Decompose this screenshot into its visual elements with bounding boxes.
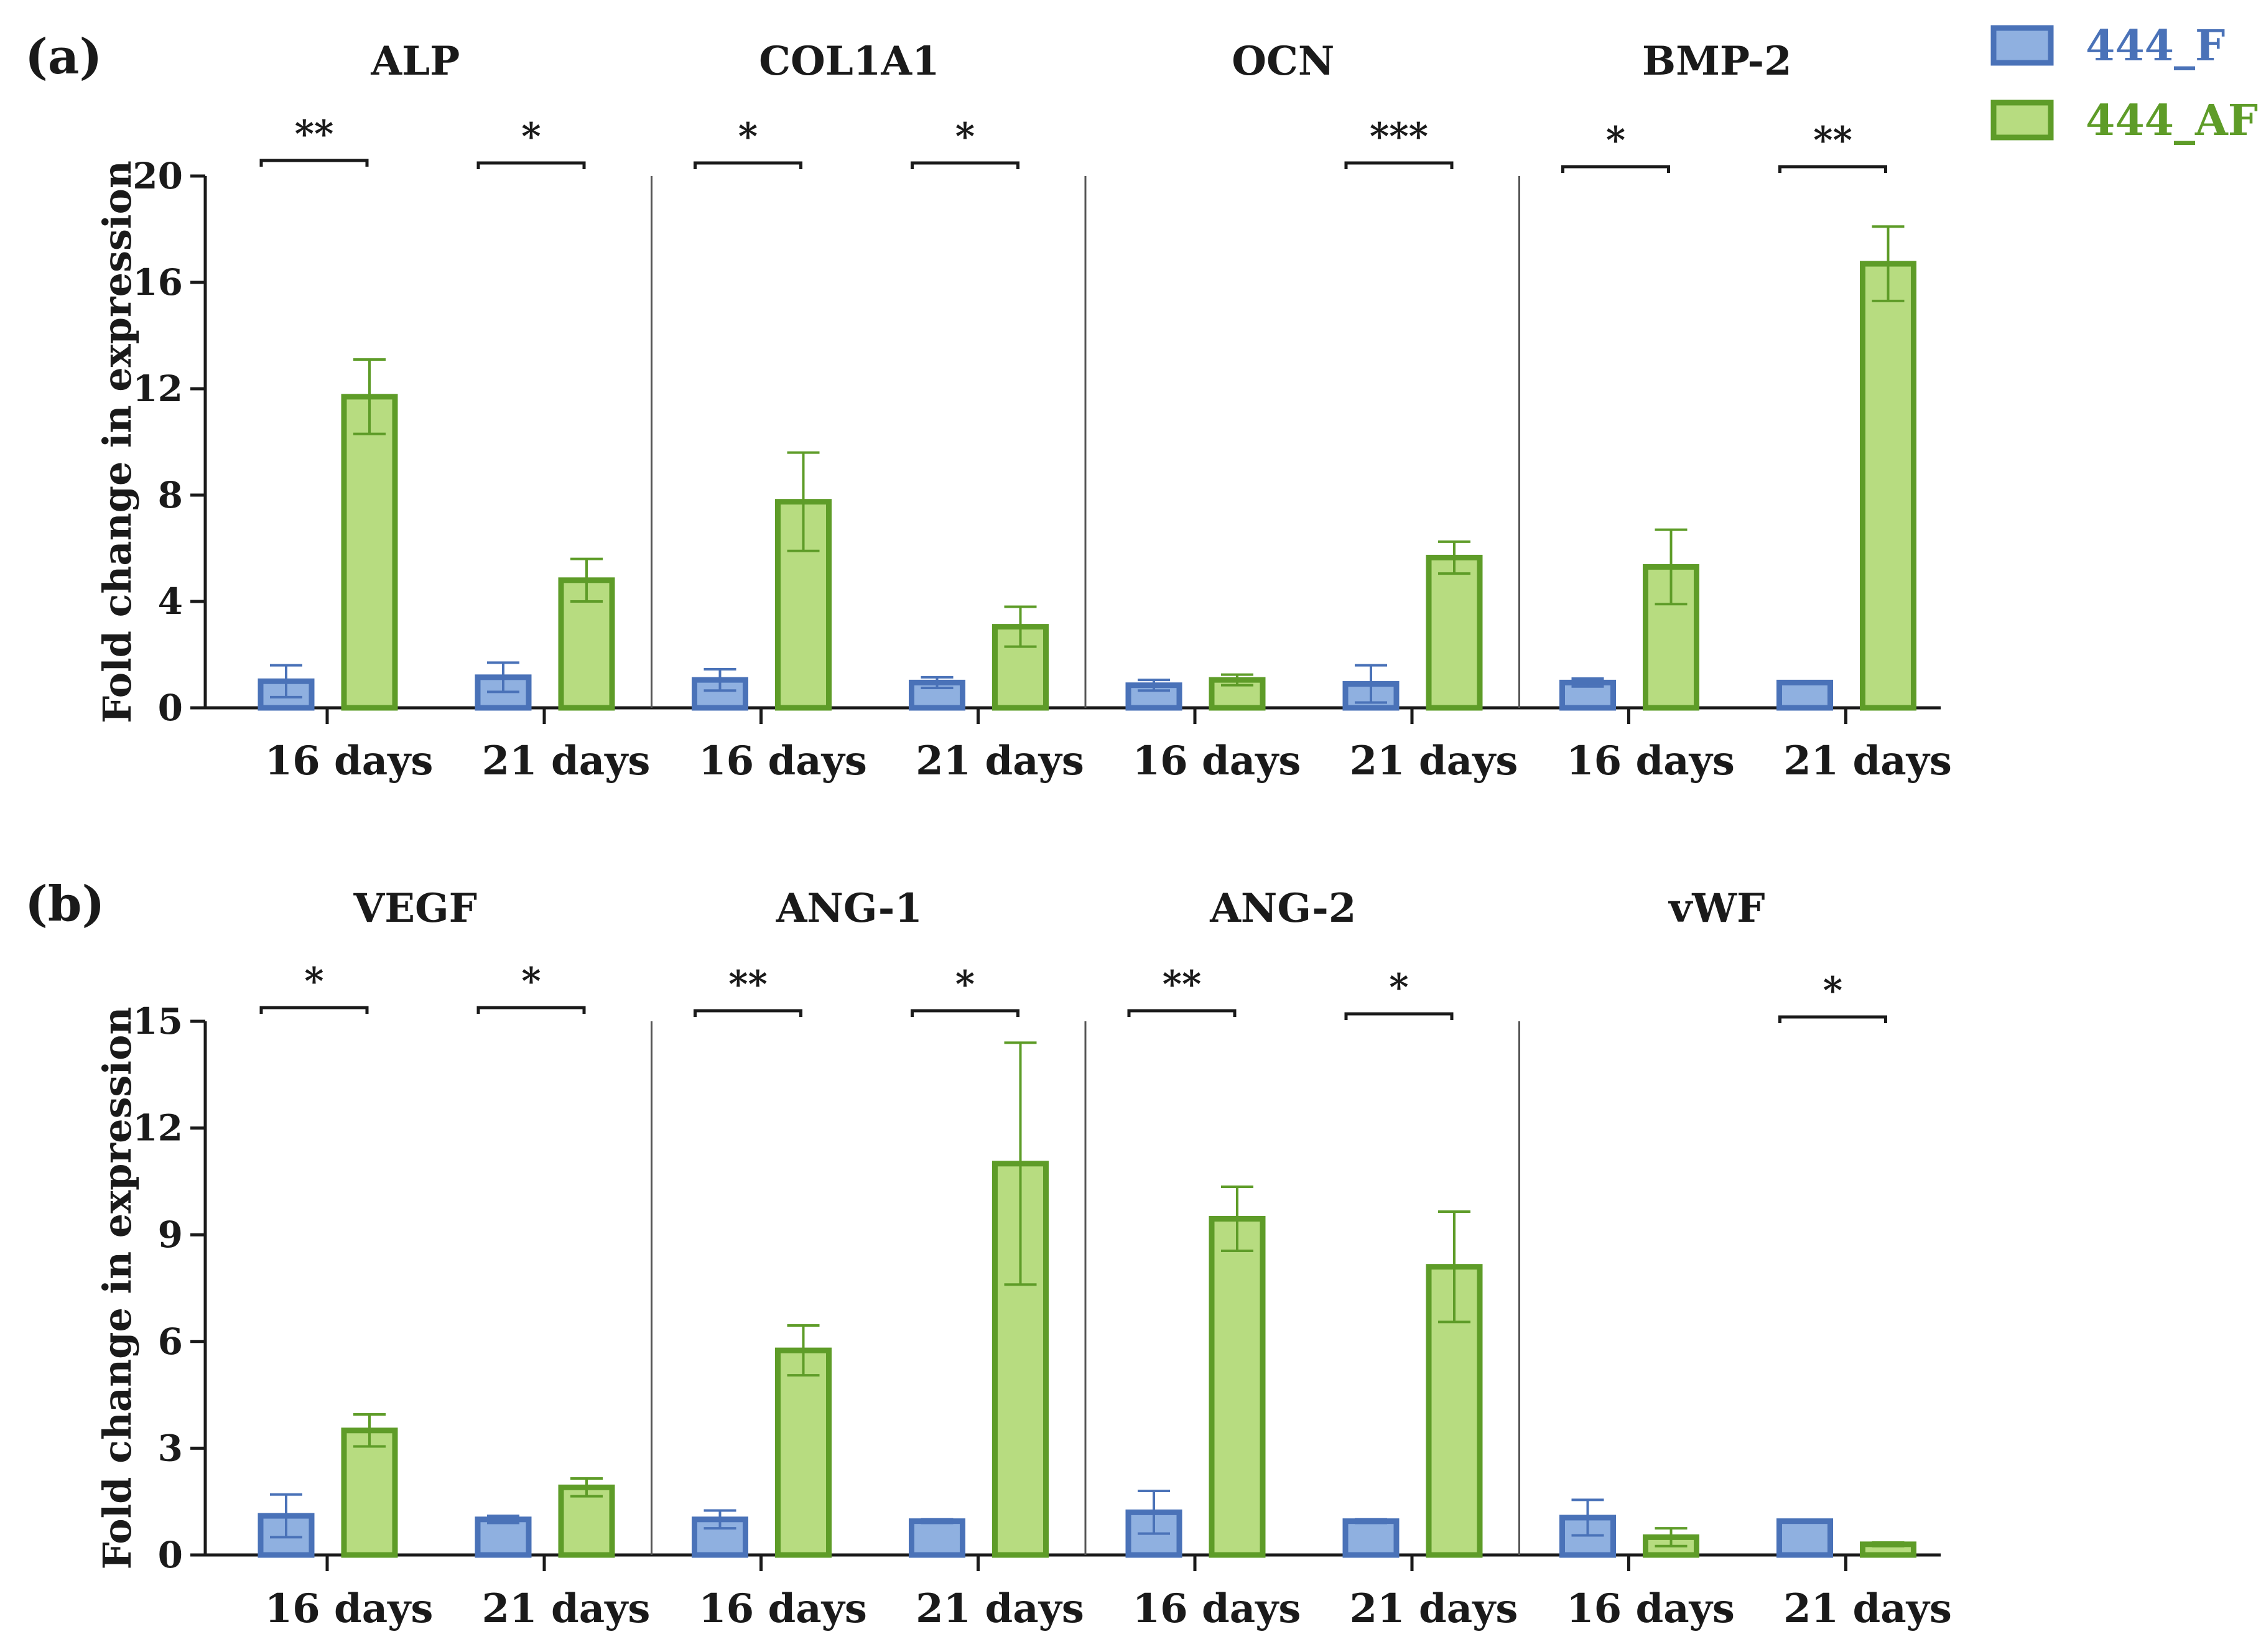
panel-label: (b) <box>25 876 104 932</box>
x-tick-label: 21 days <box>916 1585 1084 1632</box>
gene-title-COL1A1: COL1A1 <box>759 38 939 85</box>
significance-bracket <box>1344 161 1454 169</box>
x-tick-label: 16 days <box>1566 738 1735 784</box>
significance-mark: * <box>521 960 541 1003</box>
significance-bracket <box>1778 1015 1887 1023</box>
significance-bracket <box>694 161 802 169</box>
y-tick-label: 12 <box>132 368 183 410</box>
gene-title-BMP-2: BMP-2 <box>1642 38 1792 85</box>
y-tick-label: 20 <box>132 155 183 197</box>
gene-title-vWF: vWF <box>1668 885 1765 932</box>
legend-swatch-444_F <box>1990 25 2054 66</box>
x-tick-label: 16 days <box>265 738 434 784</box>
bar-444_F <box>1342 1518 1400 1558</box>
significance-bracket <box>259 1006 369 1014</box>
legend-label-444_F: 444_F <box>2086 21 2225 71</box>
panel-label: (a) <box>25 29 102 85</box>
y-tick-label: 8 <box>158 474 183 516</box>
x-tick-label: 21 days <box>482 738 651 784</box>
significance-bracket <box>911 1009 1019 1017</box>
bar-444_AF <box>1860 261 1916 711</box>
bar-444_AF <box>1426 554 1483 711</box>
gene-title-OCN: OCN <box>1232 38 1334 85</box>
x-tick-label: 16 days <box>1133 1585 1301 1632</box>
x-tick-label: 16 days <box>1133 738 1301 784</box>
significance-bracket <box>911 161 1019 169</box>
bar-444_F <box>1776 679 1833 711</box>
significance-mark: *** <box>1370 115 1428 159</box>
gene-title-ANG-2: ANG-2 <box>1209 885 1356 932</box>
gene-title-ANG-1: ANG-1 <box>776 885 922 932</box>
bar-444_AF <box>341 394 398 711</box>
significance-mark: * <box>955 963 975 1006</box>
significance-bracket <box>259 159 369 167</box>
significance-mark: * <box>1389 966 1408 1009</box>
y-axis-label: Fold change in expression <box>95 160 140 723</box>
bar-444_F <box>475 1516 532 1558</box>
y-tick-label: 15 <box>132 1000 183 1042</box>
x-tick-label: 21 days <box>1350 738 1518 784</box>
y-tick-label: 0 <box>158 1534 183 1576</box>
bar-444_F <box>909 1518 965 1558</box>
significance-bracket <box>476 1006 586 1014</box>
x-tick-label: 16 days <box>699 738 867 784</box>
significance-mark: ** <box>1163 963 1202 1006</box>
x-tick-label: 21 days <box>482 1585 651 1632</box>
y-tick-label: 0 <box>158 687 183 729</box>
y-tick-label: 4 <box>158 580 183 623</box>
significance-bracket <box>1127 1009 1237 1017</box>
gene-title-VEGF: VEGF <box>353 885 478 932</box>
y-tick-label: 3 <box>158 1427 183 1469</box>
legend-label-444_AF: 444_AF <box>2086 96 2258 146</box>
y-tick-label: 6 <box>158 1320 183 1363</box>
significance-mark: ** <box>1813 119 1852 162</box>
significance-bracket <box>1344 1012 1454 1020</box>
significance-bracket <box>476 161 586 169</box>
significance-mark: * <box>738 115 758 159</box>
significance-mark: ** <box>295 113 334 156</box>
x-tick-label: 16 days <box>699 1585 867 1632</box>
bar-444_AF <box>558 1484 615 1558</box>
bar-444_AF <box>341 1427 398 1558</box>
x-tick-label: 16 days <box>265 1585 434 1632</box>
y-tick-label: 12 <box>132 1107 183 1149</box>
significance-mark: * <box>955 115 975 159</box>
bar-444_AF <box>1209 1215 1266 1558</box>
x-tick-label: 21 days <box>1783 1585 1952 1632</box>
x-tick-label: 21 days <box>1350 1585 1518 1632</box>
legend: 444_F 444_AF <box>1990 21 2258 146</box>
y-tick-label: 9 <box>158 1213 183 1256</box>
significance-bracket <box>1561 165 1670 173</box>
y-tick-label: 16 <box>132 261 183 304</box>
x-tick-label: 21 days <box>916 738 1084 784</box>
bar-444_F <box>1776 1518 1833 1558</box>
significance-bracket <box>1778 165 1887 173</box>
significance-mark: * <box>304 960 323 1003</box>
legend-swatch-444_AF <box>1990 100 2054 141</box>
significance-mark: * <box>1823 969 1842 1013</box>
y-axis-label: Fold change in expression <box>95 1007 140 1570</box>
x-tick-label: 16 days <box>1566 1585 1735 1632</box>
x-tick-label: 21 days <box>1783 738 1952 784</box>
gene-title-ALP: ALP <box>370 38 460 85</box>
significance-mark: * <box>1606 119 1625 162</box>
significance-mark: * <box>521 115 541 159</box>
bar-444_AF <box>775 1347 832 1558</box>
significance-mark: ** <box>728 963 768 1006</box>
significance-bracket <box>694 1009 802 1017</box>
